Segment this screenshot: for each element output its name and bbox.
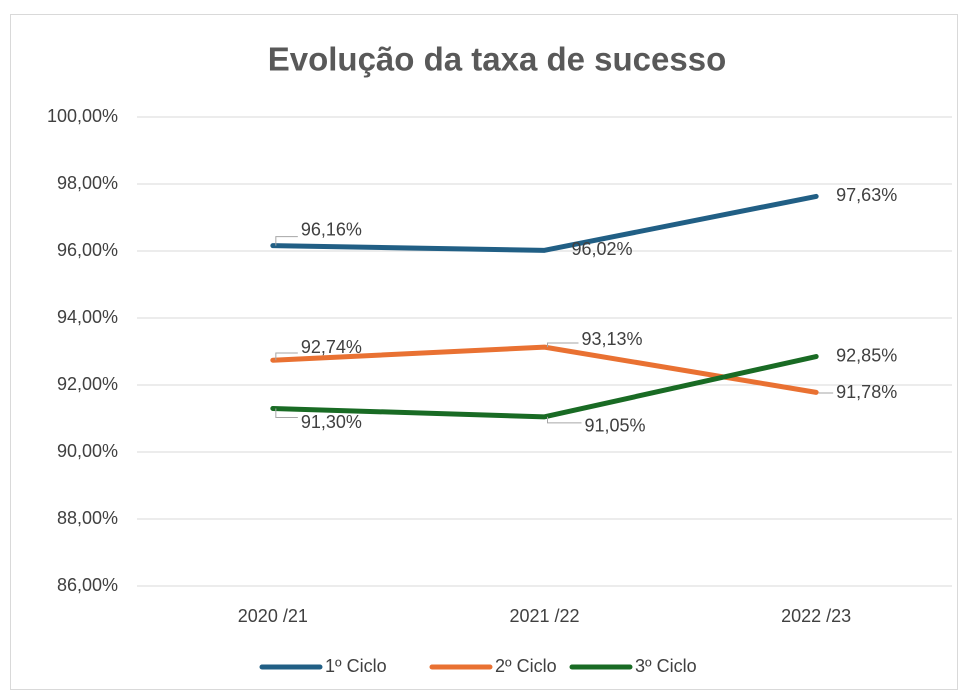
leader-line <box>275 236 298 246</box>
leader-line <box>818 392 834 394</box>
legend-label: 3º Ciclo <box>635 656 697 676</box>
leader-line <box>547 416 582 424</box>
series-line <box>270 354 819 420</box>
data-label: 93,13% <box>582 329 643 349</box>
data-label: 91,05% <box>585 416 646 436</box>
leader-line <box>547 342 579 348</box>
data-label: 91,30% <box>301 412 362 432</box>
leader-line <box>275 408 298 418</box>
y-tick-label: 90,00% <box>57 441 118 461</box>
legend-label: 1º Ciclo <box>325 656 387 676</box>
y-tick-label: 96,00% <box>57 240 118 260</box>
data-label: 91,78% <box>836 382 897 402</box>
data-label: 96,16% <box>301 219 362 239</box>
series-line <box>270 193 819 253</box>
x-tick-label: 2021 /22 <box>509 606 579 626</box>
legend-label: 2º Ciclo <box>495 656 557 676</box>
data-label: 97,63% <box>836 185 897 205</box>
y-tick-label: 94,00% <box>57 307 118 327</box>
data-label: 92,85% <box>836 345 897 365</box>
y-tick-label: 98,00% <box>57 173 118 193</box>
x-tick-label: 2020 /21 <box>238 606 308 626</box>
y-tick-label: 100,00% <box>47 106 118 126</box>
leader-line <box>275 352 298 361</box>
x-tick-label: 2022 /23 <box>781 606 851 626</box>
chart-title: Evolução da taxa de sucesso <box>268 41 727 78</box>
y-tick-label: 92,00% <box>57 374 118 394</box>
y-tick-label: 88,00% <box>57 508 118 528</box>
data-label: 96,02% <box>572 239 633 259</box>
data-label: 92,74% <box>301 337 362 357</box>
y-tick-label: 86,00% <box>57 575 118 595</box>
